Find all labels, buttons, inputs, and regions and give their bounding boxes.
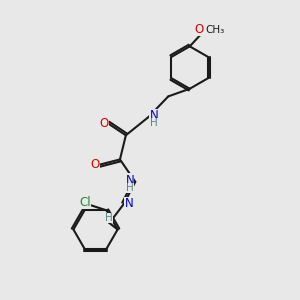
Text: O: O xyxy=(194,23,204,36)
Text: Cl: Cl xyxy=(79,196,91,209)
Text: N: N xyxy=(149,109,158,122)
Text: N: N xyxy=(126,173,134,187)
Text: H: H xyxy=(126,183,134,193)
Text: H: H xyxy=(150,118,158,128)
Text: CH₃: CH₃ xyxy=(205,25,224,35)
Text: N: N xyxy=(124,197,133,210)
Text: O: O xyxy=(99,117,109,130)
Text: H: H xyxy=(106,213,113,223)
Text: O: O xyxy=(91,158,100,171)
